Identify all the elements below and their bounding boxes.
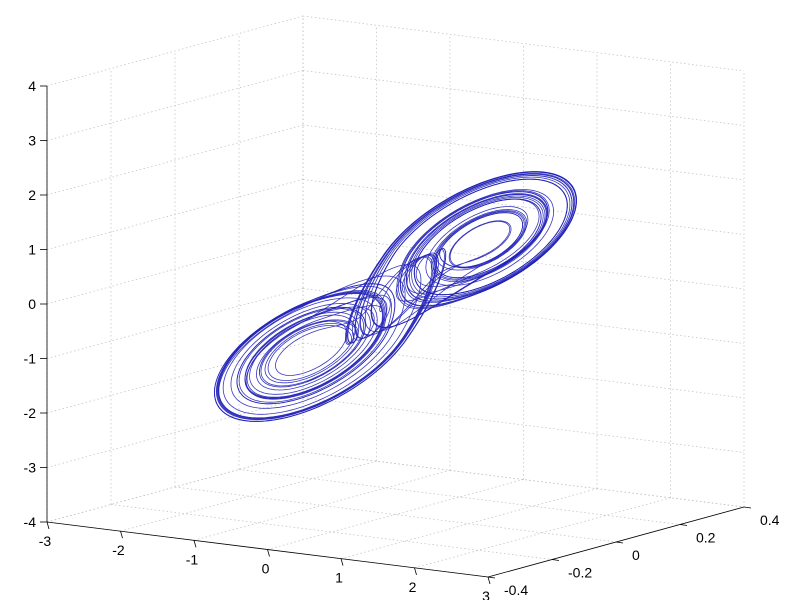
grid-layer	[46, 15, 745, 578]
x-tick-mark	[267, 549, 270, 557]
x-tick-label: 0	[262, 561, 270, 577]
left-wall-grid-line	[46, 451, 304, 523]
x-tick-label: -2	[112, 542, 125, 558]
x-tick-mark	[46, 521, 50, 530]
attractor-trajectory-segment	[217, 171, 577, 420]
z-tick-label: 0	[28, 296, 36, 312]
floor-grid-line	[267, 479, 524, 550]
back-wall-grid-line	[302, 397, 745, 453]
y-tick-label: 0	[632, 547, 640, 563]
left-wall-grid-line	[46, 70, 304, 141]
attractor-trajectory-segment	[214, 171, 577, 422]
left-wall-grid-line	[46, 397, 304, 468]
left-wall-grid-line	[46, 15, 304, 87]
axes-layer	[40, 85, 752, 585]
x-tick-mark	[340, 558, 344, 566]
z-tick-label: -3	[24, 460, 37, 476]
y-tick-mark	[615, 541, 624, 544]
x-tick-mark	[120, 531, 123, 539]
z-tick-label: 2	[28, 187, 36, 203]
floor-grid-line	[238, 469, 681, 525]
y-tick-label: 0.4	[760, 512, 780, 528]
y-tick-mark	[487, 576, 496, 579]
z-tick-label: -4	[24, 514, 37, 530]
y-tick-label: -0.2	[568, 565, 592, 581]
left-wall-grid-line	[46, 179, 304, 250]
z-tick-label: 4	[28, 78, 36, 94]
floor-grid-line	[414, 497, 671, 569]
floor-grid-line	[110, 504, 553, 560]
x-tick-label: -3	[39, 533, 52, 549]
z-tick-label: -1	[24, 351, 37, 367]
y-tick-mark	[743, 506, 752, 509]
x-tick-mark	[487, 576, 491, 585]
x-tick-label: -1	[186, 551, 199, 567]
floor-grid-line	[120, 460, 377, 532]
y-tick-label: -0.4	[504, 582, 528, 598]
left-wall-grid-line	[46, 288, 304, 359]
attractor-trajectory-segment	[402, 290, 405, 294]
z-tick-label: 3	[28, 133, 36, 149]
z-tick-label: 1	[28, 242, 36, 258]
y-tick-label: 0.2	[696, 530, 716, 546]
x-tick-mark	[193, 540, 197, 548]
y-tick-mark	[679, 524, 688, 526]
z-tick-label: -2	[24, 405, 37, 421]
x-tick-label: 1	[335, 570, 343, 586]
attractor-trajectory-segment	[222, 171, 577, 415]
x-tick-label: 2	[409, 579, 417, 595]
left-wall-grid-line	[46, 233, 304, 305]
x-tick-mark	[414, 567, 417, 575]
y-tick-mark	[551, 559, 560, 561]
series-curve-layer	[213, 171, 577, 422]
left-wall-grid-line	[46, 342, 304, 414]
left-wall-grid-line	[46, 124, 304, 196]
x-tick-label: 3	[482, 588, 490, 600]
